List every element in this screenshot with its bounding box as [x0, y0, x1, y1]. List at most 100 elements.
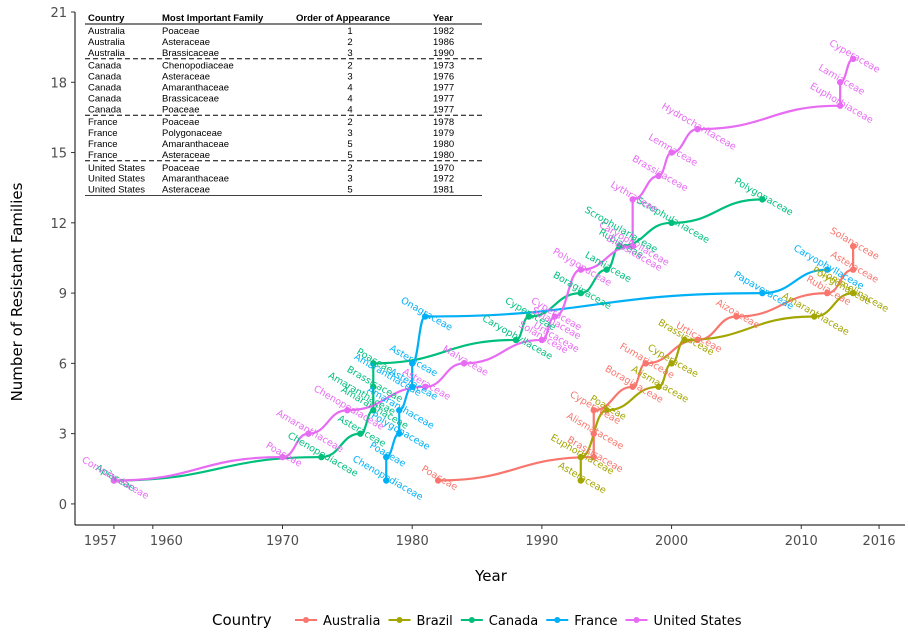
x-axis-title: Year [474, 567, 508, 585]
table-cell: France [88, 139, 118, 150]
table-cell: 1982 [433, 26, 454, 37]
table-cell: 2 [347, 117, 352, 128]
table-cell: 1970 [433, 163, 454, 174]
table-cell: 1986 [433, 37, 454, 48]
x-tick-label: 1957 [84, 534, 117, 549]
table-column-header: Country [88, 13, 125, 24]
table-cell: 2 [347, 61, 352, 72]
table-cell: Canada [88, 93, 122, 104]
table-cell: 1 [347, 26, 352, 37]
table-cell: Canada [88, 83, 122, 94]
table-cell: 1978 [433, 117, 454, 128]
x-tick-label: 1990 [525, 534, 558, 549]
data-point [577, 453, 584, 461]
data-point [849, 55, 857, 63]
point-label: Poaceae [419, 464, 459, 493]
data-point [836, 102, 844, 109]
legend-swatch-point [303, 617, 309, 623]
data-point [733, 313, 740, 320]
table-cell: 5 [347, 185, 352, 196]
data-point [759, 289, 766, 297]
legend-swatch-point [633, 617, 640, 623]
data-point [655, 383, 662, 390]
table-cell: 2 [347, 37, 352, 48]
legend-entry: Australia [323, 614, 381, 629]
x-tick-label: 2000 [655, 534, 688, 549]
data-point [823, 289, 831, 297]
data-point [590, 407, 597, 414]
table-cell: 1976 [433, 72, 454, 83]
x-tick-label: 1980 [396, 534, 429, 549]
data-point [512, 336, 520, 344]
table-cell: 1979 [433, 128, 454, 139]
table-cell: 2 [347, 163, 352, 174]
table-cell: Polygonaceae [162, 128, 222, 139]
table-cell: 1972 [433, 174, 454, 185]
table-cell: 3 [347, 72, 352, 83]
x-tick-label: 1970 [266, 534, 299, 549]
data-point [694, 336, 701, 344]
table-cell: 4 [347, 83, 352, 94]
data-point [396, 407, 403, 414]
table-cell: 3 [347, 174, 352, 185]
data-point [642, 360, 649, 367]
legend-entry: Canada [489, 614, 538, 629]
data-point [849, 266, 857, 273]
data-point [396, 430, 403, 437]
series-line-united-states [112, 57, 855, 482]
data-point [370, 407, 377, 414]
data-point [694, 125, 701, 133]
data-point [370, 383, 377, 390]
data-point [668, 149, 675, 156]
data-point [357, 430, 364, 437]
table-cell: 3 [347, 48, 352, 59]
x-tick-label: 1960 [150, 534, 183, 549]
data-point [318, 453, 325, 461]
legend-swatch-point [554, 617, 561, 623]
y-tick-label: 15 [50, 147, 67, 162]
table-cell: France [88, 117, 118, 128]
table-cell: 5 [347, 150, 352, 161]
table-cell: United States [88, 185, 145, 196]
data-point [383, 453, 390, 461]
data-point [811, 313, 818, 320]
table-cell: 5 [347, 139, 352, 150]
data-point [370, 360, 377, 367]
x-tick-label: 2010 [785, 534, 818, 549]
data-point [577, 266, 584, 273]
legend-title: Country [212, 611, 272, 629]
table-cell: Asteraceae [162, 72, 210, 83]
table-cell: Canada [88, 61, 122, 72]
table-background [85, 12, 482, 220]
series-line-france [385, 268, 829, 482]
table-cell: Australia [88, 48, 126, 59]
data-point [344, 407, 351, 414]
legend-swatch-point [468, 617, 475, 623]
data-point [823, 266, 831, 273]
series-line-brazil [579, 291, 855, 482]
table-cell: 1977 [433, 104, 454, 115]
data-point [629, 196, 636, 203]
table-cell: Brassicaceae [162, 93, 219, 104]
y-tick-label: 6 [59, 357, 67, 372]
y-tick-label: 18 [50, 76, 67, 91]
point-label: Lythraceae [609, 179, 660, 215]
data-point [616, 243, 623, 250]
data-point [383, 477, 390, 484]
table-cell: Asteraceae [162, 150, 210, 161]
legend-entry: Brazil [417, 614, 453, 629]
y-tick-label: 3 [59, 428, 67, 443]
point-label: Convolvulaceae [80, 455, 151, 502]
y-tick-label: 9 [59, 287, 67, 302]
table-cell: 4 [347, 93, 352, 104]
data-point [603, 266, 610, 273]
series-points [110, 55, 857, 484]
table-cell: Asteraceae [162, 185, 210, 196]
point-label: Onagraceae [399, 295, 455, 334]
table-cell: 1981 [433, 185, 454, 196]
table-cell: 1980 [433, 150, 454, 161]
point-label: Polygonaceae [732, 176, 795, 219]
data-point [668, 360, 675, 367]
table-cell: 1977 [433, 93, 454, 104]
